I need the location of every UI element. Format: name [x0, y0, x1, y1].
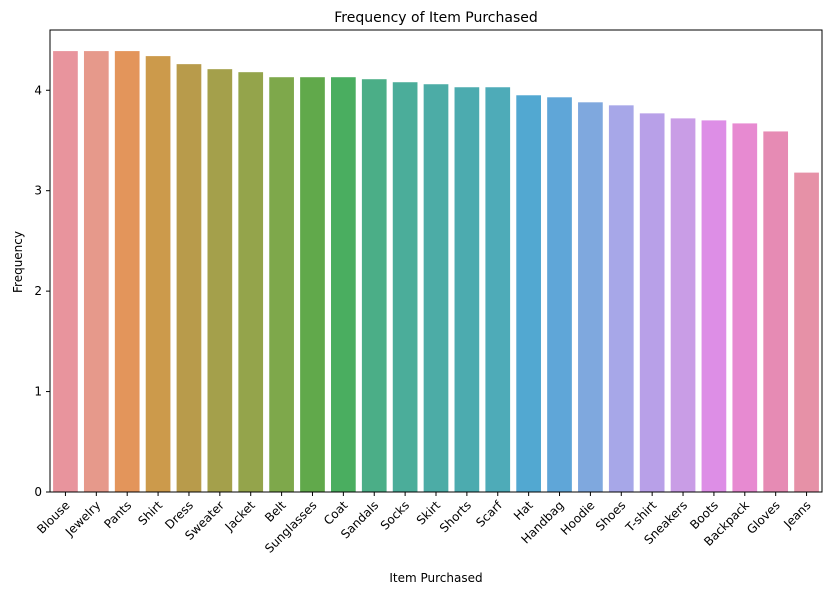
x-tick-label: Hat: [511, 498, 536, 523]
x-tick-label: Shirt: [135, 498, 165, 528]
bars-group: [53, 51, 819, 493]
bar-blouse: [53, 51, 78, 492]
x-tick-label: Shoes: [593, 498, 628, 533]
y-tick-label: 1: [34, 385, 42, 399]
chart-title: Frequency of Item Purchased: [334, 10, 538, 26]
bar-dress: [176, 64, 202, 492]
x-tick-label: Gloves: [744, 498, 783, 537]
x-tick-label: Jeans: [780, 498, 813, 531]
bar-jewelry: [83, 51, 109, 492]
y-tick-label: 4: [34, 83, 42, 97]
bar-sandals: [361, 79, 387, 492]
x-tick-label: Scarf: [473, 498, 505, 530]
bar-shorts: [454, 87, 480, 492]
x-tick-label: Hoodie: [558, 498, 598, 538]
x-tick-label: Belt: [262, 498, 289, 525]
bar-t-shirt: [639, 113, 665, 492]
bar-gloves: [763, 131, 789, 492]
bar-shoes: [608, 105, 634, 493]
y-axis: 0 1 2 3 4: [34, 83, 50, 499]
y-tick-label: 3: [34, 184, 42, 198]
bar-backpack: [732, 123, 758, 492]
bar-hoodie: [578, 102, 603, 492]
bar-boots: [701, 120, 727, 493]
plot-frame: [49, 29, 823, 493]
bar-sunglasses: [300, 77, 325, 492]
bar-shirt: [145, 56, 171, 493]
bar-coat: [331, 77, 356, 492]
bar-belt: [269, 77, 294, 492]
bar-jacket: [238, 72, 264, 492]
bar-scarf: [485, 87, 511, 492]
x-tick-label: Socks: [378, 498, 412, 532]
x-tick-label: Shorts: [437, 498, 474, 535]
bar-handbag: [547, 97, 572, 492]
x-tick-label: Jacket: [222, 498, 258, 534]
bar-hat: [516, 95, 541, 493]
y-axis-label: Frequency: [11, 231, 25, 293]
bar-sneakers: [670, 118, 696, 493]
bar-skirt: [423, 84, 449, 493]
y-tick-label: 2: [34, 284, 42, 298]
bar-pants: [114, 51, 140, 492]
bar-jeans: [794, 172, 819, 493]
x-tick-label: Pants: [101, 498, 134, 531]
bar-socks: [392, 82, 418, 493]
bar-sweater: [207, 69, 233, 493]
y-tick-label: 0: [34, 485, 42, 499]
x-axis-label: Item Purchased: [389, 571, 482, 585]
